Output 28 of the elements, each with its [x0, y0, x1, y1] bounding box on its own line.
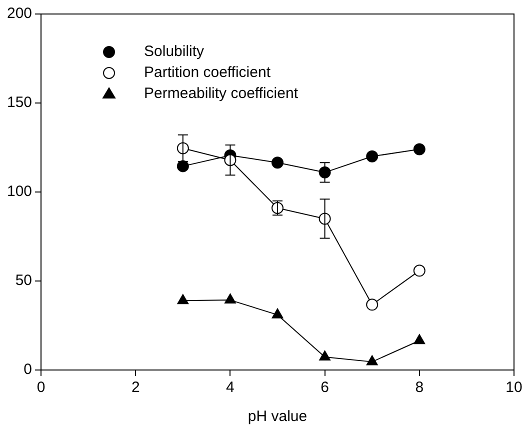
- y-tick-label: 150: [6, 94, 32, 112]
- point: [177, 294, 189, 304]
- point: [318, 166, 331, 178]
- point: [366, 298, 378, 311]
- point: [366, 150, 378, 162]
- point: [272, 308, 284, 318]
- point: [272, 156, 284, 169]
- y-tick-label: 100: [6, 183, 32, 200]
- x-tick-label: 10: [506, 379, 522, 396]
- point: [176, 160, 189, 172]
- point: [224, 294, 236, 304]
- legend-label: Solubility: [144, 43, 205, 60]
- x-tick-label: 8: [415, 379, 424, 396]
- point: [413, 143, 426, 156]
- x-tick-label: 4: [226, 379, 234, 396]
- x-tick-label: 6: [320, 379, 329, 396]
- point: [319, 350, 331, 361]
- point: [366, 355, 378, 366]
- legend-label: Partition coefficient: [144, 64, 272, 82]
- y-tick-label: 0: [24, 361, 32, 378]
- x-tick-label: 0: [36, 379, 46, 396]
- point: [414, 334, 426, 344]
- y-tick-label: 50: [15, 272, 32, 290]
- x-tick-label: 2: [131, 379, 140, 396]
- x-axis-title: pH value: [248, 408, 308, 426]
- legend-label: Permeability coefficient: [144, 85, 299, 102]
- point: [413, 264, 426, 277]
- y-tick-label: 200: [6, 5, 32, 22]
